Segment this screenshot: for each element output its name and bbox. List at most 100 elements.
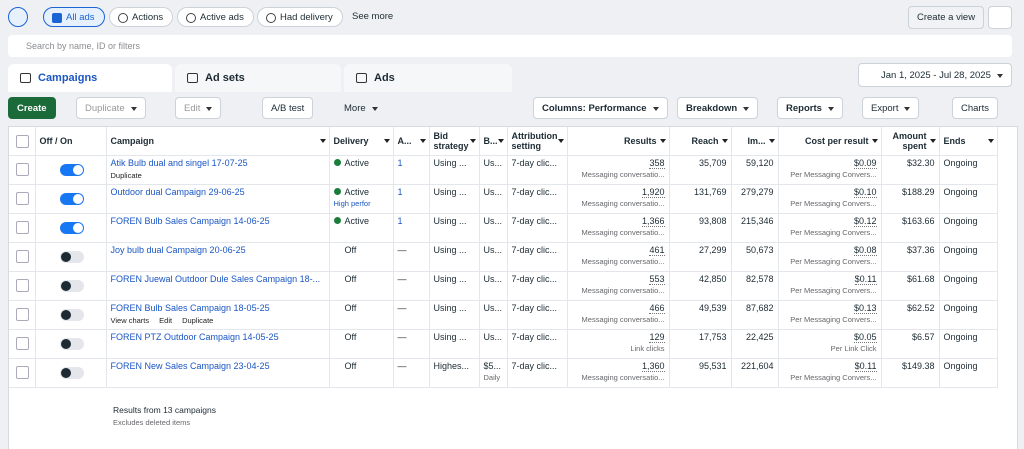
bid: Using ... xyxy=(433,274,467,284)
results-note: Messaging conversatio... xyxy=(581,315,665,324)
attribution: 7-day clic... xyxy=(511,216,558,226)
date-picker[interactable]: Jan 1, 2025 - Jul 28, 2025 xyxy=(858,63,1012,87)
reports-button[interactable]: Reports xyxy=(777,97,843,119)
filter-chip[interactable]: Had delivery xyxy=(257,7,343,27)
checkbox[interactable] xyxy=(16,134,29,148)
more-button[interactable]: More xyxy=(336,97,386,119)
cost: $0.11 xyxy=(854,361,877,372)
toggle[interactable] xyxy=(59,338,84,350)
toggle[interactable] xyxy=(59,222,84,234)
create-button[interactable]: Create xyxy=(8,97,56,119)
export-button[interactable]: Export xyxy=(862,97,920,119)
charts-button[interactable]: Charts xyxy=(952,97,998,119)
tab[interactable]: Ads xyxy=(344,64,512,92)
attribution: 7-day clic... xyxy=(511,303,558,313)
tab[interactable]: Campaigns xyxy=(8,64,172,92)
select-cell xyxy=(9,213,36,243)
budget: Us... xyxy=(483,274,503,284)
checkbox[interactable] xyxy=(16,250,29,263)
select-cell xyxy=(9,184,36,214)
toggle-knob xyxy=(72,165,83,175)
toggle-cell xyxy=(35,271,107,301)
toggle[interactable] xyxy=(59,280,84,292)
campaign-name[interactable]: FOREN New Sales Campaign 23-04-25 xyxy=(110,361,270,371)
campaign-name[interactable]: FOREN PTZ Outdoor Campaign 14-05-25 xyxy=(110,332,279,342)
cost: $0.11 xyxy=(854,274,877,285)
create-view-button[interactable]: Create a view xyxy=(908,6,985,29)
campaign-name[interactable]: Atik Bulb dual and singel 17-07-25 xyxy=(110,158,248,168)
tab[interactable]: Ad sets xyxy=(175,64,341,92)
select-cell xyxy=(9,300,36,330)
campaign-name[interactable]: FOREN Juewal Outdoor Dule Sales Campaign… xyxy=(110,274,321,284)
spent-cell: $188.29 xyxy=(881,184,940,214)
campaign-row: Outdoor dual Campaign 29-06-25 Active High… xyxy=(9,184,998,214)
spent-cell: $61.68 xyxy=(881,271,940,301)
select-cell xyxy=(9,358,36,388)
row-action[interactable]: Duplicate xyxy=(110,171,142,180)
column-header[interactable]: Im... xyxy=(731,127,779,156)
settings-button[interactable] xyxy=(988,6,1012,29)
toggle-knob xyxy=(60,281,71,291)
filter-chip[interactable]: All ads xyxy=(43,7,105,27)
ab-test-button[interactable]: A/B test xyxy=(262,97,314,119)
a: — xyxy=(397,332,407,342)
see-more[interactable]: See more xyxy=(352,11,394,22)
column-header[interactable]: Campaign xyxy=(106,127,330,156)
breakdown-button[interactable]: Breakdown xyxy=(677,97,759,119)
checkbox[interactable] xyxy=(16,163,29,176)
results-note: Messaging conversatio... xyxy=(581,199,665,208)
reach: 17,753 xyxy=(698,332,727,342)
duplicate-button[interactable]: Duplicate xyxy=(76,97,146,119)
row-action[interactable]: View charts xyxy=(110,316,150,325)
bid: Using ... xyxy=(433,158,467,168)
toggle[interactable] xyxy=(59,309,84,321)
campaign-name[interactable]: FOREN Bulb Sales Campaign 18-05-25 xyxy=(110,303,270,313)
column-header[interactable]: Results xyxy=(567,127,670,156)
impressions-cell: 59,120 xyxy=(731,155,779,185)
campaign-row: FOREN Juewal Outdoor Dule Sales Campaign… xyxy=(9,271,998,301)
campaign-name[interactable]: Outdoor dual Campaign 29-06-25 xyxy=(110,187,245,197)
row-action[interactable]: Edit xyxy=(159,316,173,325)
campaign-name[interactable]: Joy bulb dual Campaign 20-06-25 xyxy=(110,245,246,255)
columns-button[interactable]: Columns: Performance xyxy=(533,97,668,119)
delivery-status: Active xyxy=(333,187,389,197)
column-header[interactable]: Ends xyxy=(939,127,998,156)
edit-button[interactable]: Edit xyxy=(175,97,222,119)
search-button[interactable] xyxy=(8,7,28,27)
spent-cell: $149.38 xyxy=(881,358,940,388)
search-input[interactable]: Search by name, ID or filters xyxy=(8,35,1012,57)
impressions-cell: 50,673 xyxy=(731,242,779,272)
row-action[interactable]: Duplicate xyxy=(182,316,214,325)
toggle[interactable] xyxy=(59,251,84,263)
ends: Ongoing xyxy=(943,216,978,226)
toggle[interactable] xyxy=(59,193,84,205)
column-header[interactable]: B... xyxy=(479,127,508,156)
attribution: 7-day clic... xyxy=(511,187,558,197)
checkbox[interactable] xyxy=(16,221,29,234)
campaign-name[interactable]: FOREN Bulb Sales Campaign 14-06-25 xyxy=(110,216,270,226)
toggle[interactable] xyxy=(59,367,84,379)
checkbox[interactable] xyxy=(16,279,29,292)
checkbox[interactable] xyxy=(16,192,29,205)
a: — xyxy=(397,303,407,313)
column-header[interactable]: A... xyxy=(393,127,430,156)
results-cell: 1,366 Messaging conversatio... xyxy=(567,213,670,243)
column-header[interactable]: Off / On xyxy=(35,127,107,156)
footer-note: Excludes deleted items xyxy=(113,418,191,427)
filter-chip[interactable]: Actions xyxy=(109,7,174,27)
filter-chip[interactable]: Active ads xyxy=(177,7,254,27)
column-header[interactable]: Bid strategy xyxy=(429,127,480,156)
toggle[interactable] xyxy=(59,164,84,176)
amount-spent: $149.38 xyxy=(901,361,935,371)
column-header[interactable]: Reach xyxy=(669,127,732,156)
column-header[interactable]: Amount spent xyxy=(881,127,940,156)
ends-cell: Ongoing xyxy=(939,155,998,185)
column-header[interactable]: Attribution setting xyxy=(507,127,568,156)
checkbox[interactable] xyxy=(16,308,29,321)
column-header[interactable]: Cost per result xyxy=(778,127,882,156)
ends: Ongoing xyxy=(943,361,978,371)
campaign-cell: FOREN PTZ Outdoor Campaign 14-05-25 xyxy=(106,329,330,359)
checkbox[interactable] xyxy=(16,366,29,379)
checkbox[interactable] xyxy=(16,337,29,350)
column-header[interactable]: Delivery xyxy=(329,127,394,156)
